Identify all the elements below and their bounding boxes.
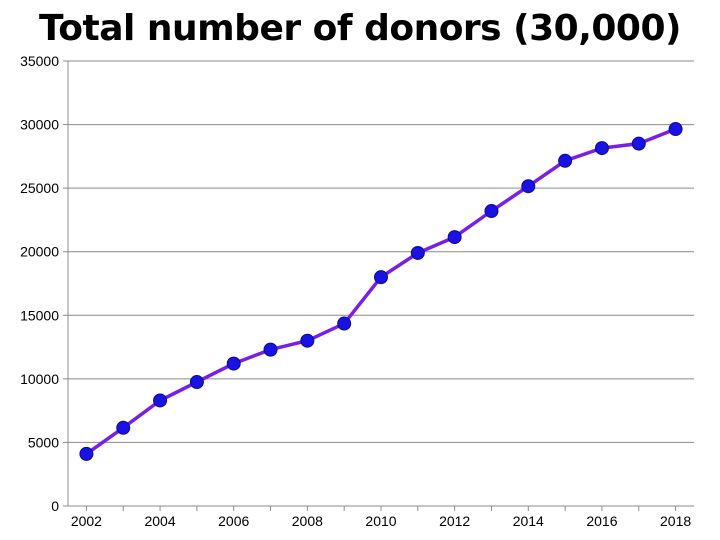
y-tick-label: 30000 — [20, 117, 59, 133]
data-point-2008 — [300, 333, 315, 348]
x-tick-label: 2006 — [218, 513, 249, 529]
grid-lines — [68, 60, 694, 443]
data-point-2004 — [153, 393, 168, 408]
x-tick-label: 2016 — [586, 513, 617, 529]
x-tick-label: 2012 — [439, 513, 470, 529]
data-point-2009 — [337, 316, 352, 331]
data-point-2002 — [79, 446, 94, 461]
x-tick-label: 2010 — [365, 513, 396, 529]
y-tick-label: 15000 — [20, 307, 59, 323]
y-tick-labels: 0 5000 10000 15000 20000 25000 30000 35000 — [20, 53, 59, 514]
data-point-2015 — [558, 153, 573, 168]
data-point-2005 — [189, 375, 204, 390]
data-point-2013 — [484, 204, 499, 219]
x-tick-labels: 2002 2004 2006 2008 2010 2012 2014 2016 2018 — [71, 513, 692, 529]
data-point-2012 — [447, 230, 462, 245]
y-tick-label: 35000 — [20, 53, 59, 69]
axes — [63, 60, 694, 511]
y-tick-label: 20000 — [20, 244, 59, 260]
x-tick-label: 2004 — [144, 513, 175, 529]
data-point-2018 — [668, 122, 683, 137]
data-point-2017 — [631, 136, 646, 151]
y-tick-label: 25000 — [20, 180, 59, 196]
data-point-2011 — [410, 245, 425, 260]
data-point-2010 — [374, 270, 388, 285]
x-tick-label: 2014 — [513, 513, 544, 529]
x-tick-label: 2018 — [660, 513, 691, 529]
data-point-2014 — [521, 179, 536, 194]
data-point-2007 — [263, 342, 278, 357]
data-point-2003 — [116, 420, 131, 435]
data-point-2016 — [594, 141, 609, 156]
x-tick-label: 2002 — [71, 513, 102, 529]
data-point-2006 — [226, 356, 241, 371]
data-points — [79, 122, 683, 461]
series-line-0 — [84, 127, 678, 456]
y-tick-label: 0 — [51, 498, 59, 514]
chart-title: Total number of donors (30,000) — [39, 8, 681, 49]
x-tick-label: 2008 — [292, 513, 323, 529]
y-tick-label: 10000 — [20, 371, 59, 387]
series-line — [84, 127, 678, 456]
y-tick-label: 5000 — [28, 434, 59, 450]
